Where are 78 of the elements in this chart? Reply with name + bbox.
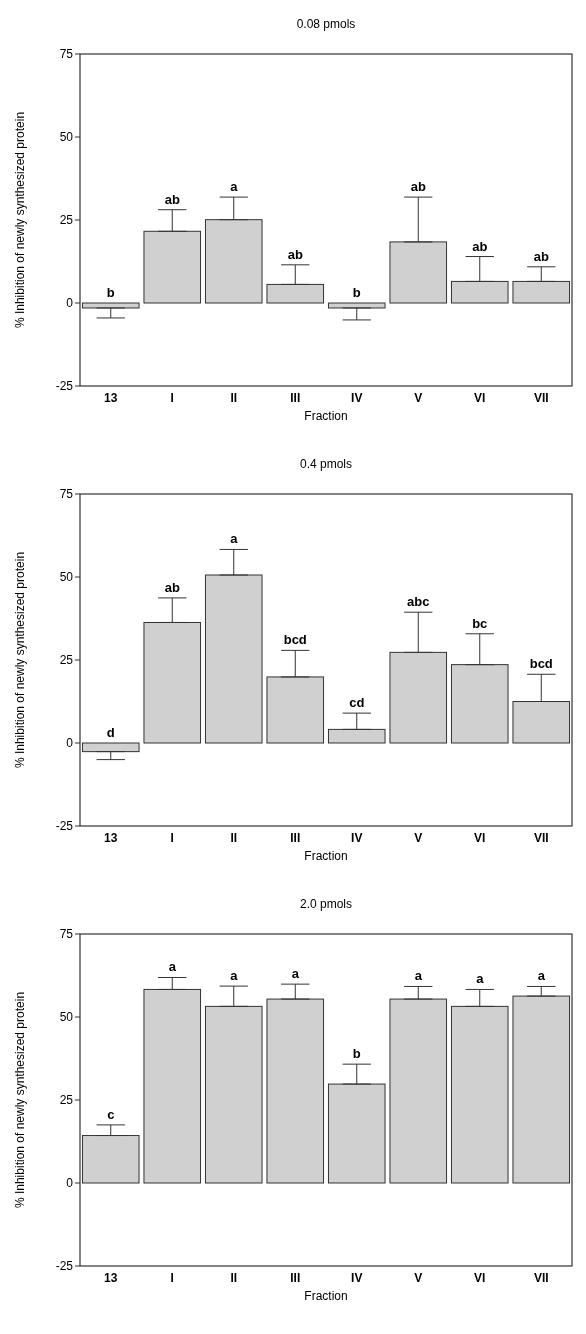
y-tick-label: 50 [59,570,74,585]
x-tick-label: VI [474,831,486,845]
annotation: a [230,179,239,195]
x-tick-label: IV [351,391,363,405]
x-tick-label: I [170,391,174,405]
x-axis-title: Fraction [304,1289,348,1303]
x-tick-label: I [170,1271,174,1285]
x-tick-label: IV [351,831,363,845]
x-tick-label: VI [474,1271,486,1285]
y-tick-label: 25 [59,653,74,668]
annotation: c [107,1106,115,1122]
x-tick-label: VII [533,831,549,845]
annotation: ab [472,238,488,254]
x-axis-title: Fraction [304,409,348,423]
annotation: b [352,285,361,300]
annotation: a [414,968,423,984]
x-tick-label: III [290,831,301,845]
y-tick-label: 75 [59,927,74,942]
annotation: b [352,1046,361,1062]
x-tick-label: II [230,1271,238,1285]
x-axis-title: Fraction [304,849,348,863]
x-tick-label: VII [533,391,549,405]
y-tick-label: -25 [55,379,74,394]
bar [266,998,325,1184]
x-tick-label: II [230,831,238,845]
annotation: a [537,968,546,984]
y-tick-label: 50 [59,1010,74,1025]
y-tick-label: 25 [59,1093,74,1108]
annotation: cd [349,695,365,711]
x-tick-label: 13 [104,391,118,405]
annotation: ab [164,579,180,595]
chart-title: 0.08 pmols [296,17,356,31]
y-axis-title: % Inhibition of newly synthesized protein [13,551,27,769]
x-tick-label: VI [474,391,486,405]
y-tick-label: -25 [55,1259,74,1274]
annotation: ab [410,179,426,195]
bar [389,998,448,1184]
x-tick-label: III [290,1271,301,1285]
bar [266,676,325,744]
annotation: ab [287,246,303,262]
y-tick-label: 75 [59,487,74,502]
annotation: a [476,971,485,987]
annotation: d [106,725,115,740]
x-tick-label: IV [351,1271,363,1285]
x-tick-label: 13 [104,831,118,845]
x-tick-label: II [230,391,238,405]
x-tick-label: V [414,391,423,405]
x-tick-label: 13 [104,1271,118,1285]
y-tick-label: 25 [59,213,74,228]
y-axis-title: % Inhibition of newly synthesized protein [13,111,27,329]
chart-title: 2.0 pmols [299,897,353,911]
annotation: bcd [529,656,553,672]
y-tick-label: 50 [59,130,74,145]
bar [204,574,263,744]
annotation: b [106,285,115,300]
annotation: a [291,966,300,982]
y-tick-label: 0 [66,296,74,311]
annotation: abc [407,594,430,610]
x-tick-label: I [170,831,174,845]
x-tick-label: V [414,1271,423,1285]
y-tick-label: 0 [66,736,74,751]
y-tick-label: 0 [66,1176,74,1191]
annotation: a [230,531,239,547]
annotation: a [168,959,177,975]
x-tick-label: V [414,831,423,845]
annotation: a [230,968,239,984]
annotation: bcd [283,632,307,648]
bar [327,1083,386,1184]
x-tick-label: III [290,391,301,405]
y-axis-title: % Inhibition of newly synthesized protein [13,991,27,1209]
y-tick-label: 75 [59,47,74,62]
x-tick-label: VII [533,1271,549,1285]
annotation: ab [164,191,180,207]
bar [389,241,448,304]
annotation: ab [533,248,549,264]
chart-title: 0.4 pmols [299,457,353,471]
y-tick-label: -25 [55,819,74,834]
annotation: bc [472,615,488,631]
